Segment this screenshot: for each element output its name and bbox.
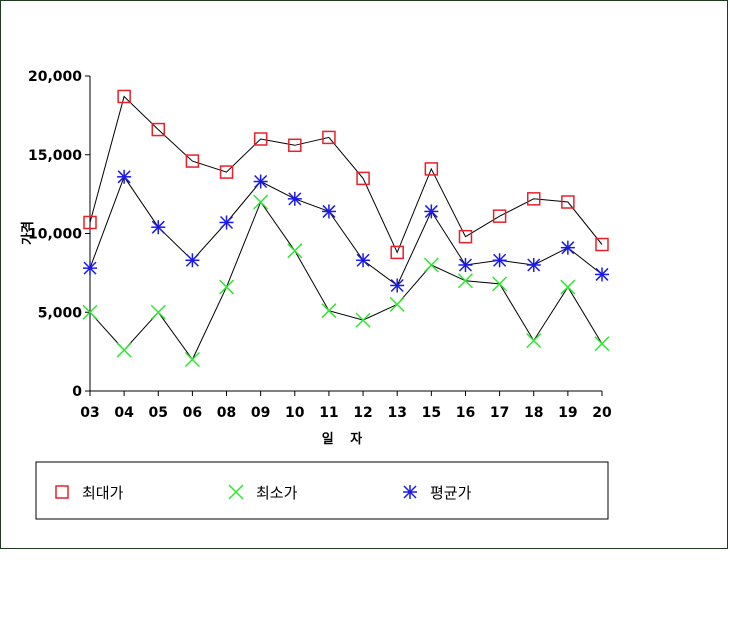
data-point (424, 162, 439, 176)
data-point (150, 304, 166, 320)
y-tick-label: 20,000 (28, 69, 82, 85)
axes: 0 5,000 10,000 15,000 20,000 03 04 05 06 08 09 10 11… (28, 69, 612, 421)
data-point (492, 209, 507, 223)
series-lines (89, 95, 603, 361)
data-point (321, 204, 336, 219)
legend-label: 최대가 (82, 484, 124, 502)
data-point (526, 258, 541, 272)
data-point (253, 174, 268, 189)
x-tick-label: 09 (251, 405, 270, 421)
data-point (185, 253, 200, 268)
data-point (151, 220, 166, 235)
data-point (82, 304, 98, 320)
data-point (424, 204, 439, 219)
data-point (117, 169, 132, 184)
x-tick-label: 12 (353, 405, 372, 421)
data-point (526, 192, 541, 206)
series-line-1 (89, 95, 603, 254)
legend: 최대가 최소가 평균가 (35, 461, 609, 520)
data-point (322, 130, 336, 145)
data-point (356, 171, 370, 186)
legend-marker (55, 485, 69, 499)
x-tick-label: 06 (183, 405, 202, 421)
data-point (288, 138, 302, 153)
data-point (595, 237, 609, 252)
data-point (151, 122, 166, 137)
y-tick-label: 10,000 (28, 227, 82, 243)
data-point (83, 261, 97, 276)
x-tick-label: 11 (319, 405, 338, 421)
x-tick-label: 16 (456, 405, 475, 421)
data-point (355, 312, 371, 328)
x-tick-label: 20 (592, 405, 612, 421)
data-point (219, 215, 234, 230)
legend-label: 평균가 (430, 484, 472, 502)
data-point (561, 195, 575, 209)
data-point (492, 276, 508, 292)
data-point (423, 257, 439, 273)
data-point (184, 351, 200, 368)
data-point (185, 154, 200, 168)
data-point (356, 253, 371, 268)
data-point (594, 336, 610, 352)
x-tick-label: 19 (558, 405, 577, 421)
y-axis-title: 가격 (21, 221, 36, 245)
data-point (116, 342, 132, 358)
legend-box (35, 461, 609, 520)
x-tick-label: 17 (490, 405, 509, 421)
data-point (219, 279, 235, 295)
x-tick-label: 13 (387, 405, 406, 421)
data-point (83, 215, 97, 230)
data-point (219, 165, 234, 179)
data-point (287, 191, 302, 206)
data-point (560, 240, 575, 255)
data-point (526, 333, 542, 349)
x-tick-label: 10 (285, 405, 305, 421)
data-point (253, 132, 268, 146)
data-point (390, 278, 405, 293)
x-tick-label: 04 (114, 405, 134, 421)
data-point (458, 258, 473, 272)
data-point (457, 273, 473, 289)
y-tick-label: 5,000 (38, 305, 83, 321)
x-tick-label: 15 (422, 405, 441, 421)
x-axis-title: 일 자 (322, 432, 368, 447)
data-point (560, 279, 576, 295)
legend-marker (403, 485, 417, 499)
series-markers (82, 89, 610, 368)
y-tick-label: 0 (72, 384, 82, 400)
data-point (321, 303, 337, 319)
x-tick-label: 18 (524, 405, 543, 421)
x-tick-label: 03 (80, 405, 99, 421)
data-point (458, 229, 473, 244)
series-line-2 (89, 200, 603, 361)
series-line-3 (89, 175, 603, 287)
x-tick-label: 08 (217, 405, 236, 421)
data-point (117, 89, 131, 104)
legend-marker (228, 484, 244, 500)
data-point (595, 267, 609, 282)
data-point (492, 253, 507, 268)
legend-label: 최소가 (256, 484, 298, 502)
chart-frame (0, 0, 728, 549)
data-point (389, 296, 405, 312)
data-point (390, 245, 404, 260)
y-tick-label: 15,000 (28, 148, 82, 164)
data-point (253, 194, 269, 210)
data-point (287, 243, 303, 259)
x-tick-label: 05 (149, 405, 168, 421)
